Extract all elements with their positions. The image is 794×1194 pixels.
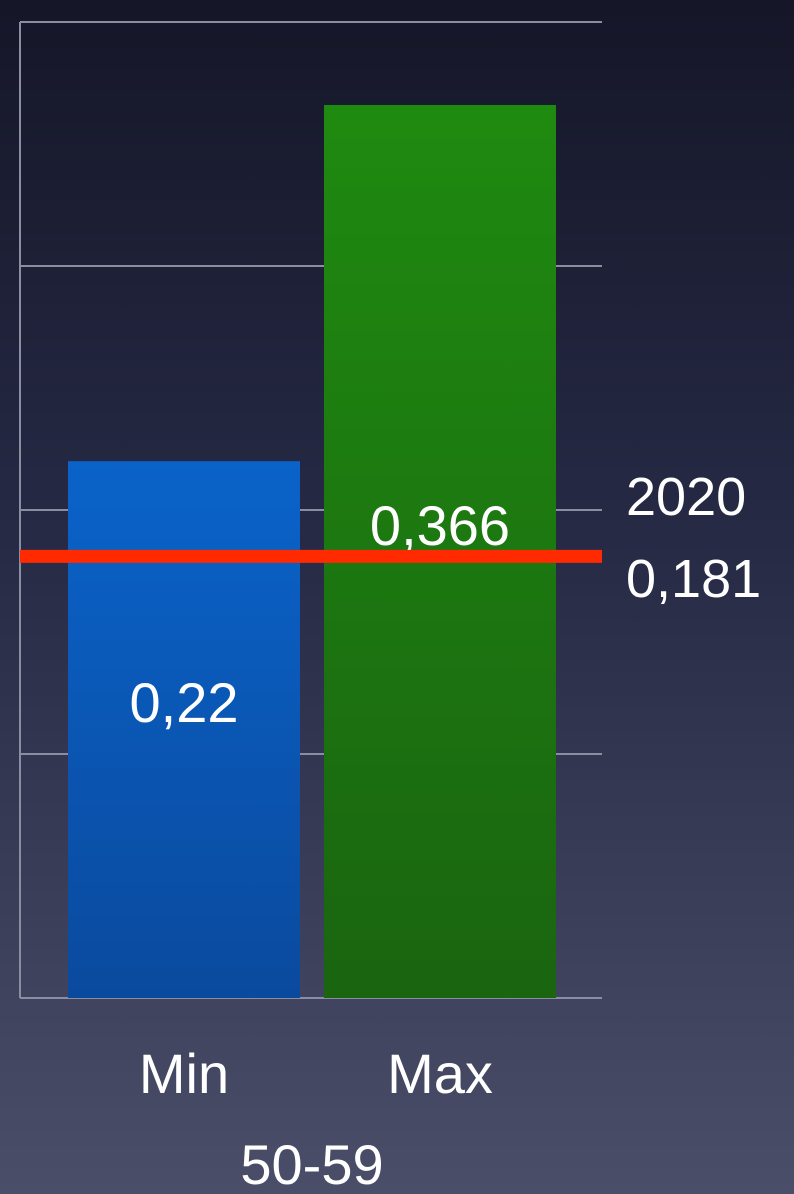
- value-label-max: 0,366: [370, 494, 510, 557]
- group-label: 50-59: [240, 1133, 383, 1194]
- reference-line-value: 0,181: [626, 549, 761, 609]
- reference-line-year: 2020: [626, 467, 746, 527]
- value-labels: 0,22 0,366: [130, 494, 511, 734]
- category-label-min: Min: [139, 1042, 229, 1105]
- category-label-max: Max: [387, 1042, 493, 1105]
- value-label-min: 0,22: [130, 671, 239, 734]
